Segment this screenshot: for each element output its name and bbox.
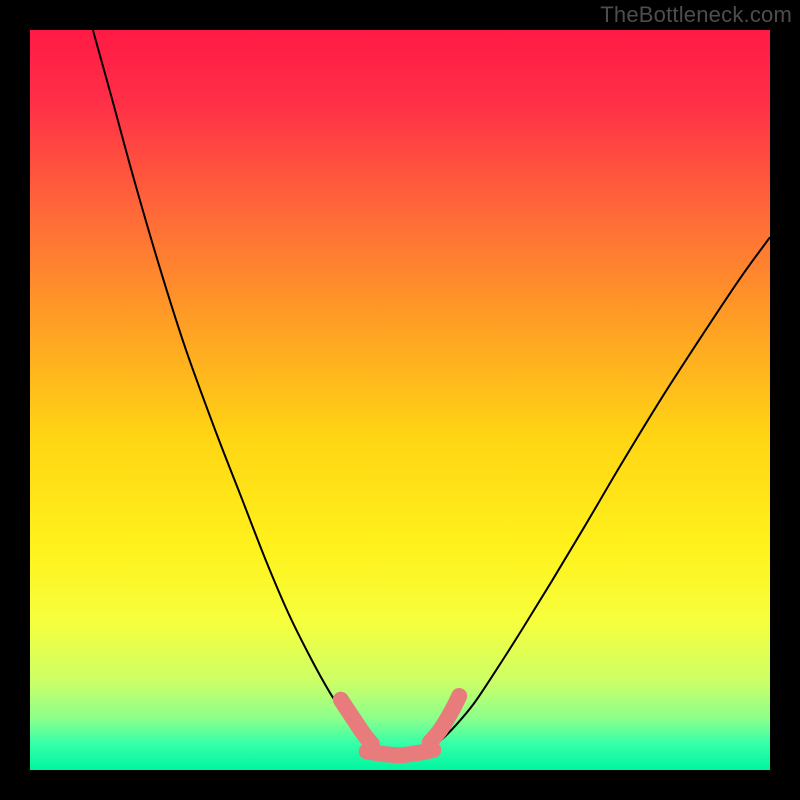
chart-frame: TheBottleneck.com [0, 0, 800, 800]
watermark-text: TheBottleneck.com [600, 2, 792, 28]
plot-area [30, 30, 770, 770]
gradient-background [30, 30, 770, 770]
bottleneck-chart-svg [30, 30, 770, 770]
highlight-segment [367, 750, 434, 755]
